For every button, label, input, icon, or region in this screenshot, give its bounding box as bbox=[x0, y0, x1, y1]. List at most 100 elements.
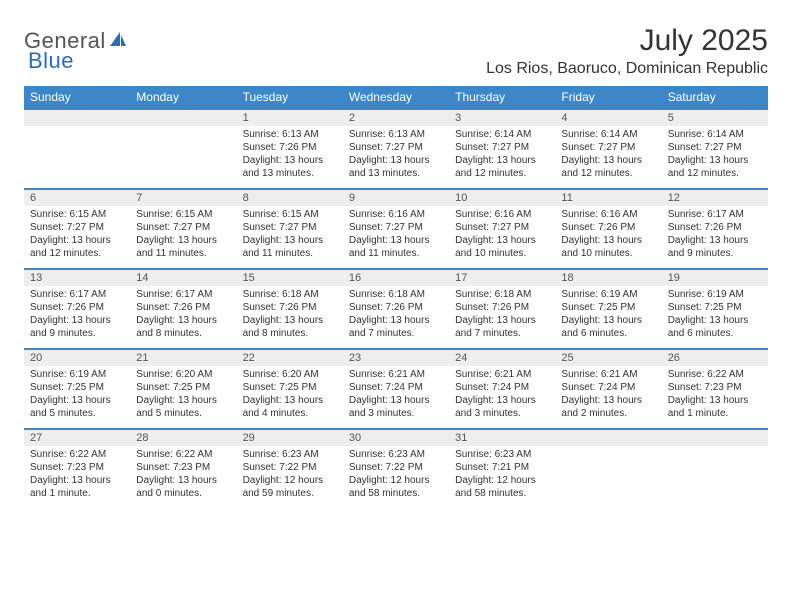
sail-icon bbox=[108, 30, 128, 53]
day-cell: 29Sunrise: 6:23 AMSunset: 7:22 PMDayligh… bbox=[237, 430, 343, 508]
day-content: Sunrise: 6:17 AMSunset: 7:26 PMDaylight:… bbox=[24, 286, 130, 344]
day-number-bar: 20 bbox=[24, 350, 130, 366]
day-number-bar: 26 bbox=[662, 350, 768, 366]
daylight-text: Daylight: 12 hours and 59 minutes. bbox=[243, 474, 337, 500]
daylight-text: Daylight: 13 hours and 11 minutes. bbox=[243, 234, 337, 260]
day-number-bar: 22 bbox=[237, 350, 343, 366]
sunrise-text: Sunrise: 6:17 AM bbox=[136, 288, 230, 301]
sunset-text: Sunset: 7:26 PM bbox=[243, 141, 337, 154]
day-number-bar: 10 bbox=[449, 190, 555, 206]
day-content: Sunrise: 6:15 AMSunset: 7:27 PMDaylight:… bbox=[24, 206, 130, 264]
empty-day-cell bbox=[130, 110, 236, 188]
daylight-text: Daylight: 13 hours and 3 minutes. bbox=[455, 394, 549, 420]
day-number-bar: 13 bbox=[24, 270, 130, 286]
daylight-text: Daylight: 13 hours and 5 minutes. bbox=[30, 394, 124, 420]
sunset-text: Sunset: 7:25 PM bbox=[561, 301, 655, 314]
sunset-text: Sunset: 7:27 PM bbox=[136, 221, 230, 234]
sunrise-text: Sunrise: 6:16 AM bbox=[561, 208, 655, 221]
day-number-bar: 4 bbox=[555, 110, 661, 126]
sunset-text: Sunset: 7:24 PM bbox=[349, 381, 443, 394]
empty-day-cell bbox=[555, 430, 661, 508]
weekday-header: Thursday bbox=[449, 86, 555, 108]
day-number-bar: 27 bbox=[24, 430, 130, 446]
day-cell: 1Sunrise: 6:13 AMSunset: 7:26 PMDaylight… bbox=[237, 110, 343, 188]
sunrise-text: Sunrise: 6:15 AM bbox=[136, 208, 230, 221]
day-content: Sunrise: 6:18 AMSunset: 7:26 PMDaylight:… bbox=[449, 286, 555, 344]
day-cell: 31Sunrise: 6:23 AMSunset: 7:21 PMDayligh… bbox=[449, 430, 555, 508]
sunrise-text: Sunrise: 6:14 AM bbox=[455, 128, 549, 141]
day-cell: 4Sunrise: 6:14 AMSunset: 7:27 PMDaylight… bbox=[555, 110, 661, 188]
daylight-text: Daylight: 13 hours and 13 minutes. bbox=[243, 154, 337, 180]
daylight-text: Daylight: 13 hours and 0 minutes. bbox=[136, 474, 230, 500]
sunset-text: Sunset: 7:27 PM bbox=[668, 141, 762, 154]
sunset-text: Sunset: 7:23 PM bbox=[30, 461, 124, 474]
day-cell: 26Sunrise: 6:22 AMSunset: 7:23 PMDayligh… bbox=[662, 350, 768, 428]
day-cell: 10Sunrise: 6:16 AMSunset: 7:27 PMDayligh… bbox=[449, 190, 555, 268]
daylight-text: Daylight: 13 hours and 4 minutes. bbox=[243, 394, 337, 420]
day-cell: 17Sunrise: 6:18 AMSunset: 7:26 PMDayligh… bbox=[449, 270, 555, 348]
sunset-text: Sunset: 7:25 PM bbox=[136, 381, 230, 394]
day-cell: 27Sunrise: 6:22 AMSunset: 7:23 PMDayligh… bbox=[24, 430, 130, 508]
weekday-header: Monday bbox=[130, 86, 236, 108]
daylight-text: Daylight: 12 hours and 58 minutes. bbox=[349, 474, 443, 500]
sunset-text: Sunset: 7:22 PM bbox=[243, 461, 337, 474]
daylight-text: Daylight: 13 hours and 12 minutes. bbox=[668, 154, 762, 180]
day-content: Sunrise: 6:19 AMSunset: 7:25 PMDaylight:… bbox=[24, 366, 130, 424]
empty-day-cell bbox=[24, 110, 130, 188]
day-number-bar: 9 bbox=[343, 190, 449, 206]
week-row: 6Sunrise: 6:15 AMSunset: 7:27 PMDaylight… bbox=[24, 188, 768, 268]
day-content: Sunrise: 6:15 AMSunset: 7:27 PMDaylight:… bbox=[130, 206, 236, 264]
weekday-header: Wednesday bbox=[343, 86, 449, 108]
day-number-bar: 31 bbox=[449, 430, 555, 446]
sunrise-text: Sunrise: 6:20 AM bbox=[136, 368, 230, 381]
sunset-text: Sunset: 7:26 PM bbox=[349, 301, 443, 314]
daylight-text: Daylight: 13 hours and 7 minutes. bbox=[349, 314, 443, 340]
title-block: July 2025 Los Rios, Baoruco, Dominican R… bbox=[486, 24, 768, 78]
day-number-bar: 6 bbox=[24, 190, 130, 206]
sunset-text: Sunset: 7:27 PM bbox=[30, 221, 124, 234]
day-number-bar: 18 bbox=[555, 270, 661, 286]
sunrise-text: Sunrise: 6:15 AM bbox=[30, 208, 124, 221]
daylight-text: Daylight: 13 hours and 6 minutes. bbox=[561, 314, 655, 340]
sunrise-text: Sunrise: 6:17 AM bbox=[668, 208, 762, 221]
day-content: Sunrise: 6:17 AMSunset: 7:26 PMDaylight:… bbox=[130, 286, 236, 344]
day-content: Sunrise: 6:18 AMSunset: 7:26 PMDaylight:… bbox=[343, 286, 449, 344]
day-content: Sunrise: 6:13 AMSunset: 7:27 PMDaylight:… bbox=[343, 126, 449, 184]
daylight-text: Daylight: 13 hours and 11 minutes. bbox=[349, 234, 443, 260]
sunrise-text: Sunrise: 6:13 AM bbox=[349, 128, 443, 141]
day-cell: 13Sunrise: 6:17 AMSunset: 7:26 PMDayligh… bbox=[24, 270, 130, 348]
week-row: 20Sunrise: 6:19 AMSunset: 7:25 PMDayligh… bbox=[24, 348, 768, 428]
day-content: Sunrise: 6:23 AMSunset: 7:21 PMDaylight:… bbox=[449, 446, 555, 504]
day-number-bar: 21 bbox=[130, 350, 236, 366]
day-cell: 7Sunrise: 6:15 AMSunset: 7:27 PMDaylight… bbox=[130, 190, 236, 268]
sunset-text: Sunset: 7:27 PM bbox=[243, 221, 337, 234]
sunset-text: Sunset: 7:21 PM bbox=[455, 461, 549, 474]
sunset-text: Sunset: 7:25 PM bbox=[243, 381, 337, 394]
day-content: Sunrise: 6:14 AMSunset: 7:27 PMDaylight:… bbox=[449, 126, 555, 184]
sunrise-text: Sunrise: 6:14 AM bbox=[561, 128, 655, 141]
day-content: Sunrise: 6:13 AMSunset: 7:26 PMDaylight:… bbox=[237, 126, 343, 184]
daylight-text: Daylight: 13 hours and 2 minutes. bbox=[561, 394, 655, 420]
daylight-text: Daylight: 13 hours and 8 minutes. bbox=[136, 314, 230, 340]
day-number-bar bbox=[130, 110, 236, 126]
sunset-text: Sunset: 7:27 PM bbox=[455, 221, 549, 234]
day-number-bar: 7 bbox=[130, 190, 236, 206]
day-content: Sunrise: 6:14 AMSunset: 7:27 PMDaylight:… bbox=[555, 126, 661, 184]
sunrise-text: Sunrise: 6:22 AM bbox=[668, 368, 762, 381]
day-content: Sunrise: 6:18 AMSunset: 7:26 PMDaylight:… bbox=[237, 286, 343, 344]
sunrise-text: Sunrise: 6:19 AM bbox=[561, 288, 655, 301]
daylight-text: Daylight: 13 hours and 12 minutes. bbox=[455, 154, 549, 180]
day-number-bar: 19 bbox=[662, 270, 768, 286]
day-content: Sunrise: 6:22 AMSunset: 7:23 PMDaylight:… bbox=[662, 366, 768, 424]
sunrise-text: Sunrise: 6:23 AM bbox=[455, 448, 549, 461]
day-cell: 21Sunrise: 6:20 AMSunset: 7:25 PMDayligh… bbox=[130, 350, 236, 428]
sunrise-text: Sunrise: 6:21 AM bbox=[349, 368, 443, 381]
day-content: Sunrise: 6:20 AMSunset: 7:25 PMDaylight:… bbox=[130, 366, 236, 424]
sunrise-text: Sunrise: 6:19 AM bbox=[30, 368, 124, 381]
daylight-text: Daylight: 12 hours and 58 minutes. bbox=[455, 474, 549, 500]
sunset-text: Sunset: 7:27 PM bbox=[561, 141, 655, 154]
sunrise-text: Sunrise: 6:16 AM bbox=[349, 208, 443, 221]
sunrise-text: Sunrise: 6:22 AM bbox=[136, 448, 230, 461]
sunset-text: Sunset: 7:26 PM bbox=[668, 221, 762, 234]
day-content: Sunrise: 6:21 AMSunset: 7:24 PMDaylight:… bbox=[555, 366, 661, 424]
